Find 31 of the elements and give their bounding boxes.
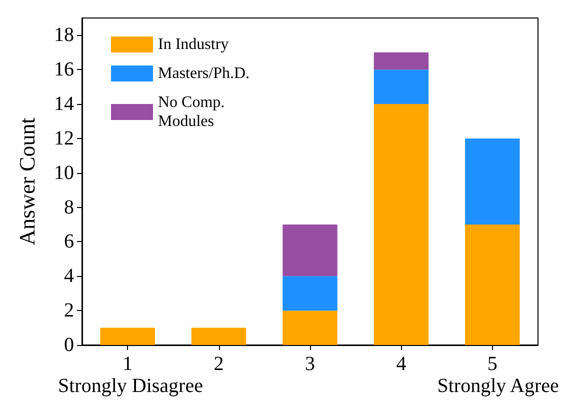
bar bbox=[282, 224, 338, 276]
y-tick-label: 18 bbox=[54, 24, 74, 46]
bar bbox=[282, 310, 338, 345]
y-tick-label: 2 bbox=[64, 300, 74, 322]
x-tick-label: 2 bbox=[214, 353, 224, 375]
x-tick-label: 1 bbox=[122, 353, 133, 375]
bar bbox=[465, 224, 520, 345]
x-tick-label: 5 bbox=[487, 353, 498, 375]
y-tick-label: 10 bbox=[54, 162, 74, 184]
bar bbox=[374, 70, 429, 104]
bar bbox=[374, 52, 429, 70]
y-tick-label: 14 bbox=[54, 93, 74, 116]
y-tick-label: 12 bbox=[54, 127, 74, 150]
x-tick-label: 4 bbox=[396, 353, 406, 375]
y-tick-label: 6 bbox=[64, 230, 74, 253]
y-tick-label: 8 bbox=[64, 196, 74, 218]
legend-label: No Comp. Modules bbox=[158, 94, 229, 130]
y-axis-title: Answer Count bbox=[14, 118, 40, 246]
y-tick-label: 16 bbox=[54, 58, 74, 81]
y-tick-label: 4 bbox=[64, 265, 74, 288]
legend-label: Masters/Ph.D. bbox=[158, 65, 250, 82]
bar bbox=[282, 276, 338, 311]
bar bbox=[465, 138, 520, 225]
text: Strongly Disagree bbox=[58, 375, 204, 397]
bar bbox=[191, 328, 246, 345]
y-tick-label: 0 bbox=[64, 334, 74, 356]
bar bbox=[374, 104, 429, 345]
x-tick-label: 3 bbox=[305, 353, 315, 375]
bar bbox=[100, 328, 155, 345]
legend-label: In Industry bbox=[158, 36, 229, 53]
text: Strongly Agree bbox=[437, 375, 560, 397]
